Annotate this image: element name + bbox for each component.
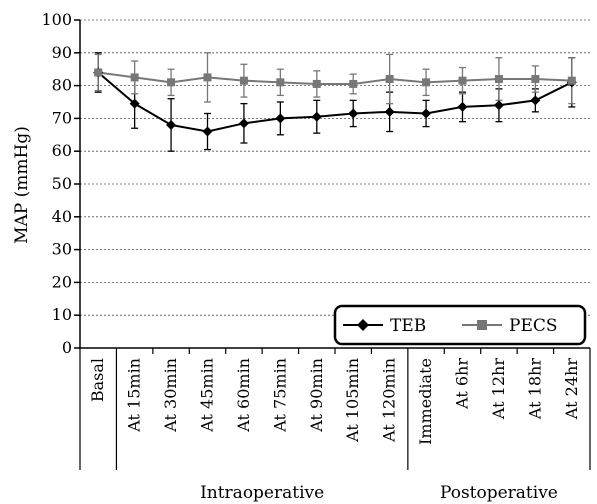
- data-point-pecs: [385, 75, 394, 84]
- category-groups: Intraoperative Postoperative: [79, 354, 591, 503]
- data-point-pecs: [239, 76, 248, 85]
- data-point-pecs: [130, 73, 139, 82]
- series-line-pecs: [98, 71, 572, 85]
- x-axis-ticks: Basal At 15min At 30min At 45min At 60min At …: [79, 348, 591, 445]
- y-tick-label: 20: [52, 272, 72, 291]
- data-point-teb: [348, 108, 359, 119]
- group-label: Intraoperative: [200, 483, 324, 503]
- group-label: Postoperative: [440, 483, 558, 503]
- data-point-pecs: [276, 78, 285, 87]
- data-point-teb: [275, 113, 286, 124]
- legend-marker-teb: [357, 319, 369, 331]
- data-point-teb: [530, 95, 541, 106]
- data-point-teb: [493, 100, 504, 111]
- legend-label-teb: TEB: [390, 316, 426, 336]
- x-tick-label: At 18hr: [525, 358, 544, 420]
- y-axis-title: MAP (mmHg): [12, 126, 32, 244]
- y-tick-label: 0: [62, 338, 72, 357]
- x-tick-label: At 24hr: [562, 358, 581, 420]
- x-tick-label: At 60min: [234, 358, 253, 433]
- y-tick-label: 60: [52, 141, 72, 160]
- data-point-teb: [238, 118, 249, 129]
- gridlines: [80, 19, 590, 316]
- data-point-pecs: [312, 79, 321, 88]
- data-point-pecs: [494, 75, 503, 84]
- y-tick-label: 50: [52, 174, 72, 193]
- x-tick-label: At 120min: [380, 358, 399, 443]
- error-bars: [94, 52, 576, 152]
- y-tick-label: 100: [41, 10, 72, 29]
- data-point-pecs: [422, 78, 431, 87]
- x-tick-label: At 6hr: [453, 358, 472, 410]
- x-tick-label: At 12hr: [489, 358, 508, 420]
- x-tick-label: At 75min: [270, 358, 289, 433]
- x-tick-label: At 15min: [125, 358, 144, 433]
- series-line-teb: [97, 71, 573, 133]
- data-point-pecs: [203, 73, 212, 82]
- legend-label-pecs: PECS: [509, 316, 558, 336]
- series-markers: [93, 67, 577, 137]
- x-tick-label: At 30min: [161, 358, 180, 433]
- data-point-teb: [202, 126, 213, 137]
- data-point-teb: [421, 108, 432, 119]
- data-point-teb: [457, 101, 468, 112]
- data-point-teb: [166, 119, 177, 130]
- x-tick-label: Basal: [88, 358, 107, 402]
- data-point-pecs: [458, 76, 467, 85]
- legend-box: [333, 304, 587, 346]
- data-point-teb: [311, 111, 322, 122]
- data-point-pecs: [94, 68, 103, 77]
- y-axis-ticks: 0 10 20 30 40 50 60 70 80 90 100: [41, 10, 80, 357]
- y-tick-label: 90: [52, 43, 72, 62]
- x-tick-label: At 45min: [198, 358, 217, 433]
- data-point-pecs: [349, 79, 358, 88]
- y-tick-label: 10: [52, 305, 72, 324]
- x-tick-label: At 105min: [343, 358, 362, 443]
- data-point-pecs: [167, 78, 176, 87]
- data-point-pecs: [567, 76, 576, 85]
- y-tick-label: 40: [52, 207, 72, 226]
- data-point-teb: [129, 98, 140, 109]
- legend: TEB PECS: [333, 304, 587, 346]
- y-tick-label: 80: [52, 76, 72, 95]
- y-tick-label: 30: [52, 240, 72, 259]
- y-tick-label: 70: [52, 108, 72, 127]
- legend-marker-pecs: [477, 320, 487, 330]
- series-lines: [97, 71, 573, 133]
- x-tick-label: At 90min: [307, 358, 326, 433]
- data-point-pecs: [531, 75, 540, 84]
- x-tick-label: Immediate: [416, 358, 435, 445]
- data-point-teb: [384, 106, 395, 117]
